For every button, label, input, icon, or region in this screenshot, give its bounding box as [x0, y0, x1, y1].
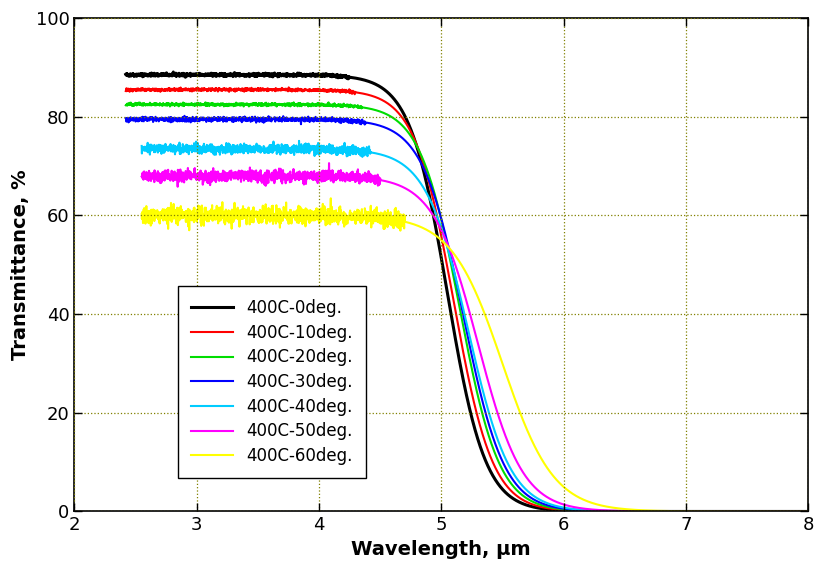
400C-0deg. [239, 71, 249, 78]
400C-10deg. [790, 508, 800, 515]
400C-40deg. [137, 142, 147, 149]
400C-60deg. [422, 226, 431, 233]
400C-50deg. [804, 508, 813, 515]
400C-0deg. [383, 89, 393, 96]
400C-50deg. [324, 160, 334, 166]
400C-50deg. [137, 173, 147, 180]
400C-40deg. [790, 508, 800, 515]
400C-60deg. [137, 210, 147, 217]
400C-20deg. [120, 102, 130, 109]
400C-40deg. [294, 137, 304, 144]
400C-20deg. [790, 508, 800, 515]
400C-0deg. [120, 71, 130, 78]
400C-60deg. [213, 207, 223, 214]
400C-30deg. [180, 112, 190, 119]
400C-30deg. [804, 508, 813, 515]
Line: 400C-40deg.: 400C-40deg. [142, 141, 808, 511]
400C-20deg. [804, 508, 813, 515]
400C-30deg. [717, 508, 727, 515]
400C-0deg. [790, 508, 800, 515]
Y-axis label: Transmittance, %: Transmittance, % [11, 169, 30, 360]
400C-10deg. [412, 142, 422, 149]
400C-60deg. [393, 221, 403, 227]
400C-60deg. [326, 195, 336, 202]
Line: 400C-30deg.: 400C-30deg. [125, 116, 808, 511]
Line: 400C-10deg.: 400C-10deg. [125, 87, 808, 511]
400C-30deg. [412, 153, 422, 160]
400C-30deg. [199, 115, 209, 122]
400C-0deg. [412, 145, 422, 152]
400C-40deg. [393, 158, 403, 165]
X-axis label: Wavelength, μm: Wavelength, μm [351, 540, 531, 559]
400C-0deg. [199, 72, 209, 79]
400C-60deg. [790, 508, 800, 515]
400C-10deg. [120, 88, 130, 95]
400C-50deg. [252, 173, 262, 180]
Line: 400C-60deg.: 400C-60deg. [142, 198, 808, 511]
Line: 400C-20deg.: 400C-20deg. [125, 103, 808, 511]
400C-10deg. [804, 508, 813, 515]
400C-60deg. [804, 508, 813, 515]
400C-30deg. [120, 115, 130, 122]
400C-60deg. [719, 508, 728, 515]
Legend: 400C-0deg., 400C-10deg., 400C-20deg., 400C-30deg., 400C-40deg., 400C-50deg., 400: 400C-0deg., 400C-10deg., 400C-20deg., 40… [178, 286, 366, 478]
400C-30deg. [239, 113, 249, 120]
400C-40deg. [213, 147, 223, 154]
400C-20deg. [412, 144, 422, 150]
400C-0deg. [168, 68, 178, 75]
400C-50deg. [422, 202, 431, 209]
400C-20deg. [383, 111, 393, 118]
Line: 400C-50deg.: 400C-50deg. [142, 163, 808, 511]
400C-10deg. [284, 84, 294, 91]
400C-40deg. [804, 508, 813, 515]
400C-40deg. [719, 508, 728, 515]
400C-40deg. [422, 189, 431, 196]
400C-20deg. [717, 508, 727, 515]
400C-20deg. [239, 101, 249, 108]
400C-10deg. [199, 87, 209, 94]
400C-50deg. [213, 170, 223, 177]
400C-0deg. [717, 508, 727, 515]
400C-50deg. [719, 508, 728, 515]
400C-20deg. [323, 99, 333, 106]
400C-60deg. [252, 214, 262, 221]
400C-50deg. [393, 181, 403, 188]
400C-30deg. [790, 508, 800, 515]
400C-30deg. [383, 125, 393, 132]
400C-40deg. [252, 145, 262, 152]
400C-50deg. [790, 508, 800, 515]
Line: 400C-0deg.: 400C-0deg. [125, 72, 808, 511]
400C-10deg. [239, 86, 249, 93]
400C-10deg. [717, 508, 727, 515]
400C-10deg. [383, 100, 393, 107]
400C-0deg. [804, 508, 813, 515]
400C-20deg. [199, 101, 209, 108]
